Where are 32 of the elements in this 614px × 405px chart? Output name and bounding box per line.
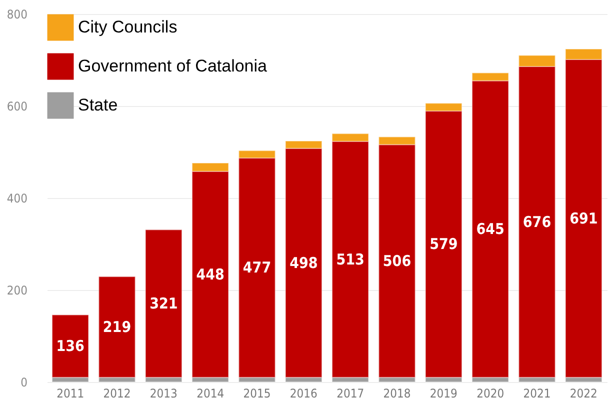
legend-label: Government of Catalonia bbox=[78, 56, 268, 76]
x-tick-label: 2019 bbox=[430, 386, 458, 400]
legend-label: State bbox=[78, 96, 118, 114]
x-tick-label: 2013 bbox=[150, 386, 178, 400]
x-tick-label: 2014 bbox=[196, 386, 224, 400]
data-label: 498 bbox=[290, 254, 318, 272]
data-label: 579 bbox=[430, 235, 458, 254]
data-label: 506 bbox=[382, 252, 412, 270]
x-tick-label: 2018 bbox=[383, 386, 411, 400]
data-label: 136 bbox=[56, 337, 84, 356]
data-label: 219 bbox=[102, 318, 132, 336]
x-tick-label: 2021 bbox=[523, 386, 551, 400]
x-tick-label: 2016 bbox=[290, 386, 318, 400]
y-tick-label: 800 bbox=[6, 8, 28, 22]
data-label: 321 bbox=[150, 294, 178, 313]
y-tick-label: 400 bbox=[6, 192, 28, 206]
x-tick-label: 2012 bbox=[103, 386, 131, 400]
legend-label: City Councils bbox=[78, 18, 178, 36]
data-label: 691 bbox=[570, 209, 598, 228]
x-tick-label: 2011 bbox=[56, 386, 84, 400]
y-tick-label: 0 bbox=[20, 376, 28, 390]
y-tick-label: 200 bbox=[6, 284, 28, 298]
data-label: 513 bbox=[336, 250, 364, 268]
data-label: 676 bbox=[522, 212, 552, 231]
x-tick-label: 2017 bbox=[336, 386, 364, 400]
data-label: 645 bbox=[476, 220, 504, 238]
data-label: 448 bbox=[196, 265, 224, 284]
data-label: 477 bbox=[242, 258, 272, 277]
x-tick-label: 2020 bbox=[476, 386, 504, 400]
x-tick-label: 2022 bbox=[570, 386, 598, 400]
y-tick-label: 600 bbox=[6, 100, 28, 114]
x-tick-label: 2015 bbox=[243, 386, 271, 400]
